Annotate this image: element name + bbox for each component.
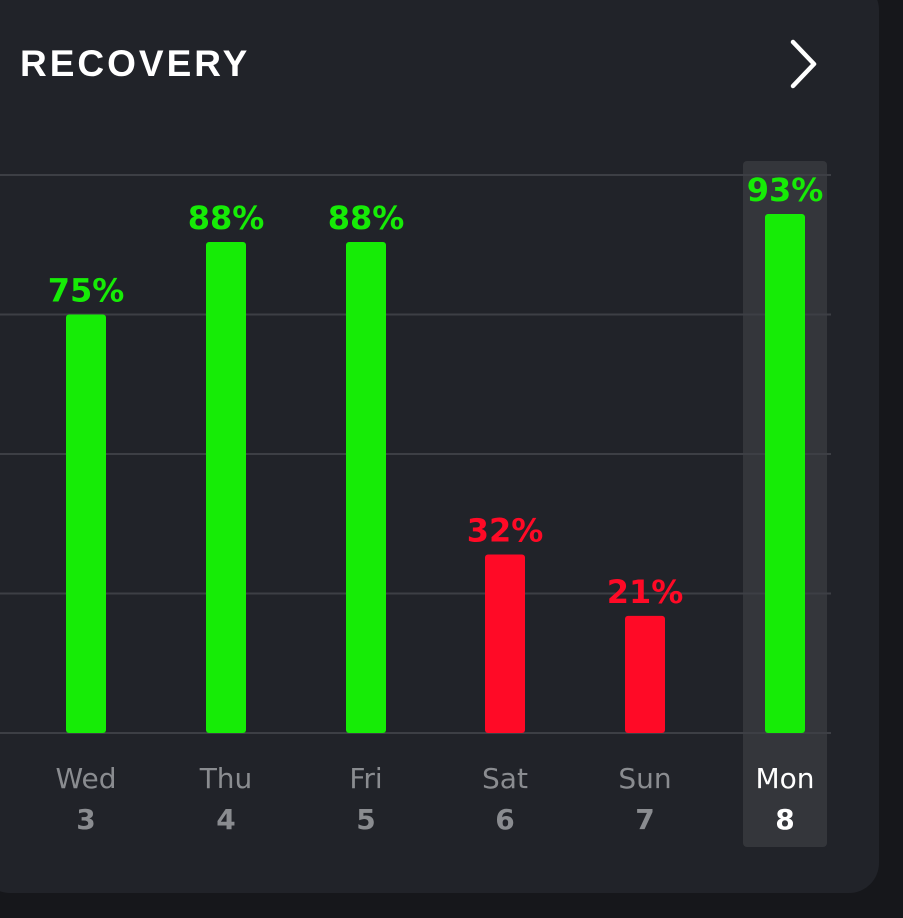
x-tick-day[interactable]: Mon (755, 762, 814, 795)
bar-value-label: 88% (188, 199, 265, 237)
bar-thu[interactable] (206, 241, 246, 733)
x-tick-day[interactable]: Fri (349, 762, 382, 795)
x-tick-date[interactable]: 7 (635, 803, 654, 836)
bar-value-label: 75% (48, 272, 125, 310)
x-tick-day[interactable]: Thu (199, 762, 253, 795)
x-tick-date[interactable]: 5 (356, 803, 375, 836)
bar-value-label: 88% (328, 199, 405, 237)
bar-sun[interactable] (625, 615, 665, 733)
x-tick-day[interactable]: Wed (55, 762, 116, 795)
x-tick-date[interactable]: 8 (775, 803, 794, 836)
bar-value-label: 21% (607, 573, 684, 611)
x-tick-date[interactable]: 3 (76, 803, 95, 836)
recovery-card (0, 0, 879, 893)
chevron-right-icon (790, 39, 817, 89)
next-button[interactable] (770, 30, 834, 94)
x-tick-day[interactable]: Sun (618, 762, 671, 795)
x-tick-day[interactable]: Sat (482, 762, 528, 795)
bar-fri[interactable] (346, 241, 386, 733)
x-tick-date[interactable]: 4 (216, 803, 235, 836)
bar-wed[interactable] (66, 314, 106, 734)
bar-value-label: 93% (747, 171, 824, 209)
bar-sat[interactable] (485, 554, 525, 733)
x-tick-date[interactable]: 6 (495, 803, 514, 836)
bar-value-label: 32% (467, 511, 544, 549)
card-title: RECOVERY (20, 43, 251, 84)
bar-mon[interactable] (765, 214, 805, 733)
